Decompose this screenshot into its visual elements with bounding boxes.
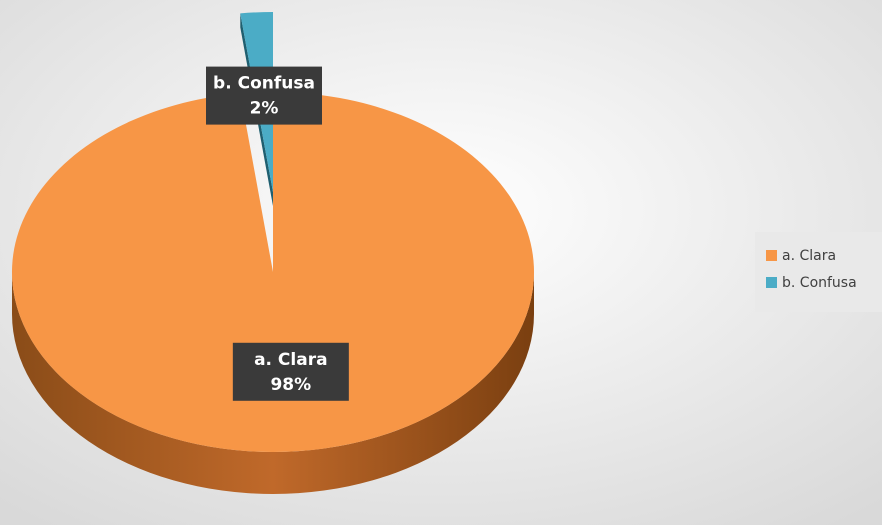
legend-label: b. Confusa xyxy=(782,275,857,291)
legend-label: a. Clara xyxy=(782,248,836,264)
data-labels: a. Clara 98% b. Confusa 2% xyxy=(206,66,349,401)
legend-swatch xyxy=(766,250,777,261)
pie-side xyxy=(12,272,534,494)
data-label-box xyxy=(206,66,322,125)
data-label-value: 2% xyxy=(250,99,279,119)
pie-slice xyxy=(11,92,534,452)
legend-swatch xyxy=(766,277,777,288)
data-label-box xyxy=(232,342,349,401)
legend-box xyxy=(755,232,882,312)
data-label-category: b. Confusa xyxy=(213,74,315,94)
data-label-category: a. Clara xyxy=(254,350,327,370)
data-label-value: 98% xyxy=(270,375,311,395)
legend: a. Clara b. Confusa xyxy=(766,248,857,291)
